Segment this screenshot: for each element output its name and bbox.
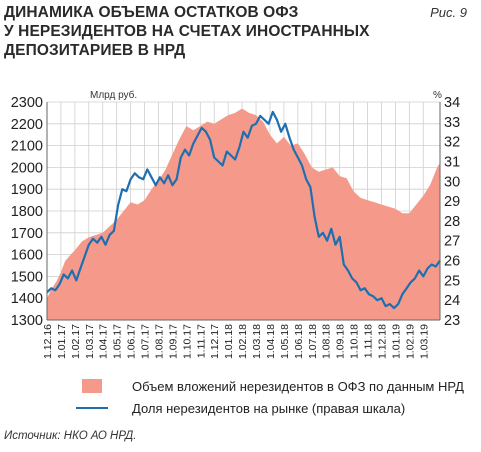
- legend-label-line: Доля нерезидентов на рынке (правая шкала…: [132, 400, 406, 416]
- y-left-tick-label: 1500: [11, 269, 43, 285]
- legend-label-area: Объем вложений нерезидентов в ОФЗ по дан…: [132, 378, 464, 394]
- y-right-tick-label: 24: [444, 293, 460, 309]
- x-tick-label: 1.02.19: [404, 324, 416, 359]
- x-tick-label: 1.07.18: [307, 324, 319, 359]
- y-right-tick-label: 26: [444, 254, 460, 270]
- legend-item-area: Объем вложений нерезидентов в ОФЗ по дан…: [76, 375, 464, 397]
- x-tick-label: 1.12.18: [376, 324, 388, 359]
- legend-item-line: Доля нерезидентов на рынке (правая шкала…: [76, 397, 464, 419]
- y-left-tick-label: 1900: [11, 182, 43, 198]
- y-right-tick-label: 34: [444, 95, 460, 111]
- chart-title: ДИНАМИКА ОБЪЕМА ОСТАТКОВ ОФЗ У НЕРЕЗИДЕН…: [4, 3, 384, 60]
- y-right-tick-label: 32: [444, 135, 460, 151]
- y-right-tick-label: 29: [444, 194, 460, 210]
- x-tick-label: 1.10.17: [181, 324, 193, 359]
- y-right-tick-label: 23: [444, 313, 460, 329]
- y-right-tick-label: 33: [444, 115, 460, 131]
- title-line-3: ДЕПОЗИТАРИЕВ В НРД: [4, 42, 186, 59]
- x-tick-label: 1.06.18: [293, 324, 305, 359]
- legend-swatch-area: [82, 379, 102, 393]
- y-right-tick-label: 25: [444, 273, 460, 289]
- title-line-1: ДИНАМИКА ОБЪЕМА ОСТАТКОВ ОФЗ: [4, 4, 299, 21]
- x-tick-label: 1.11.18: [363, 324, 375, 358]
- x-tick-label: 1.08.17: [153, 324, 165, 359]
- x-tick-label: 1.05.17: [112, 324, 124, 359]
- y-left-tick-label: 2200: [11, 117, 43, 133]
- y-left-unit: Млрд руб.: [90, 89, 137, 101]
- x-tick-label: 1.05.18: [279, 324, 291, 359]
- x-tick-label: 1.09.18: [335, 324, 347, 359]
- legend: Объем вложений нерезидентов в ОФЗ по дан…: [76, 375, 464, 419]
- x-tick-label: 1.04.17: [98, 324, 110, 359]
- source-note: Источник: НКО АО НРД.: [4, 430, 137, 442]
- y-left-tick-label: 1400: [11, 291, 43, 307]
- y-right-tick-label: 31: [444, 154, 460, 170]
- x-tick-label: 1.09.17: [167, 324, 179, 359]
- y-right-unit: %: [433, 90, 442, 101]
- y-right-tick-label: 30: [444, 174, 460, 190]
- x-tick-label: 1.07.17: [140, 324, 152, 359]
- x-tick-label: 1.01.17: [56, 324, 68, 359]
- figure-label: Рис. 9: [430, 5, 467, 20]
- x-tick-label: 1.12.17: [209, 324, 221, 359]
- x-tick-label: 1.12.16: [42, 324, 54, 359]
- x-tick-label: 1.02.18: [237, 324, 249, 359]
- x-tick-label: 1.06.17: [126, 324, 138, 359]
- x-tick-label: 1.03.17: [84, 324, 96, 359]
- x-tick-label: 1.03.19: [418, 324, 430, 359]
- x-tick-label: 1.11.17: [195, 324, 207, 358]
- y-left-tick-label: 1600: [11, 248, 43, 264]
- x-tick-label: 1.02.17: [70, 324, 82, 359]
- y-left-tick-label: 2100: [11, 139, 43, 155]
- x-tick-label: 1.08.18: [321, 324, 333, 359]
- x-tick-label: 1.10.18: [349, 324, 361, 359]
- y-right-tick-label: 28: [444, 214, 460, 230]
- y-left-tick-label: 1800: [11, 204, 43, 220]
- y-left-tick-label: 2000: [11, 160, 43, 176]
- y-left-tick-label: 2300: [11, 95, 43, 111]
- x-tick-label: 1.01.19: [390, 324, 402, 359]
- title-line-2: У НЕРЕЗИДЕНТОВ НА СЧЕТАХ ИНОСТРАННЫХ: [4, 23, 370, 40]
- x-tick-label: 1.01.18: [223, 324, 235, 359]
- area-series-holdings: [47, 108, 440, 320]
- y-right-tick-label: 27: [444, 234, 460, 250]
- chart-plot: 1300 1400 1500 1600 1700 1800 1900 2000 2100 2200…: [11, 89, 460, 359]
- line-series-share: [46, 110, 441, 310]
- x-tick-label: 1.03.18: [251, 324, 263, 359]
- legend-swatch-line: [76, 407, 108, 409]
- y-left-tick-label: 1300: [11, 313, 43, 329]
- y-left-tick-label: 1700: [11, 226, 43, 242]
- x-tick-label: 1.04.18: [265, 324, 277, 359]
